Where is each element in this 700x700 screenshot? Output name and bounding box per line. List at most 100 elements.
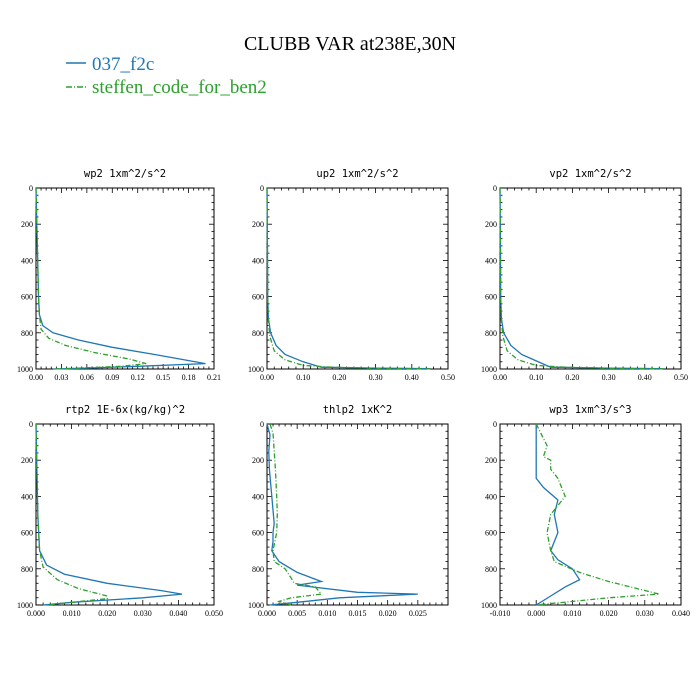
- y-tick-label: 800: [485, 565, 497, 574]
- y-tick-label: 600: [485, 293, 497, 302]
- x-tick-label: 0.30: [602, 373, 616, 382]
- x-tick-label: 0.020: [98, 609, 116, 618]
- y-tick-label: 1000: [17, 601, 33, 610]
- y-tick-label: 800: [485, 329, 497, 338]
- x-tick-label: 0.020: [379, 609, 397, 618]
- y-tick-label: 600: [485, 529, 497, 538]
- y-tick-label: 800: [252, 329, 264, 338]
- y-tick-label: 1000: [17, 365, 33, 374]
- legend: 037_f2c steffen_code_for_ben2: [66, 54, 267, 98]
- y-tick-label: 400: [252, 492, 264, 501]
- series-line-1: [35, 423, 183, 606]
- series-line-2: [35, 187, 147, 370]
- legend-label-series-2: steffen_code_for_ben2: [92, 77, 267, 98]
- y-tick-label: 1000: [481, 365, 497, 374]
- panel-4: rtp2 1E-6x(kg/kg)^2 0 200 400 600 800 10000.00…: [17, 404, 223, 618]
- panel-title: wp3 1xm^3/s^3: [549, 404, 631, 416]
- series-line-1: [535, 424, 581, 606]
- x-tick-label: 0.10: [296, 373, 310, 382]
- x-tick-label: 0.050: [205, 609, 223, 618]
- figure-title: CLUBB VAR at238E,30N: [244, 33, 456, 55]
- x-tick-label: 0.025: [409, 609, 427, 618]
- x-tick-label: 0.040: [672, 609, 690, 618]
- y-tick-label: 200: [485, 456, 497, 465]
- y-tick-label: 200: [21, 456, 33, 465]
- panel-6: wp3 1xm^3/s^3 0 200 400 600 800 1000-0.010 0.00…: [481, 404, 690, 618]
- x-tick-label: 0.06: [80, 373, 94, 382]
- x-tick-label: 0.010: [318, 609, 336, 618]
- x-tick-label: 0.50: [674, 373, 688, 382]
- x-tick-label: 0.21: [207, 373, 221, 382]
- series-line-1: [499, 187, 663, 370]
- series-line-1: [35, 187, 206, 370]
- series-line-2: [266, 187, 430, 370]
- x-tick-label: 0.30: [369, 373, 383, 382]
- y-tick-label: 600: [21, 293, 33, 302]
- x-tick-label: 0.20: [565, 373, 579, 382]
- x-tick-label: 0.010: [563, 609, 581, 618]
- x-tick-label: 0.03: [54, 373, 68, 382]
- y-tick-label: 400: [485, 492, 497, 501]
- panel-title: wp2 1xm^2/s^2: [84, 168, 166, 180]
- x-tick-label: 0.000: [27, 609, 45, 618]
- series-line-2: [535, 423, 660, 606]
- legend-label-series-1: 037_f2c: [92, 54, 154, 75]
- y-tick-label: 600: [21, 529, 33, 538]
- x-tick-label: 0.12: [131, 373, 145, 382]
- x-tick-label: 0.00: [260, 373, 274, 382]
- x-tick-label: 0.040: [169, 609, 187, 618]
- x-tick-label: 0.20: [332, 373, 346, 382]
- x-tick-label: 0.015: [349, 609, 367, 618]
- x-tick-label: 0.005: [288, 609, 306, 618]
- plot-frame: [499, 187, 682, 370]
- x-tick-label: 0.40: [405, 373, 419, 382]
- y-tick-label: 800: [21, 329, 33, 338]
- y-tick-label: 200: [252, 456, 264, 465]
- y-tick-label: 400: [21, 256, 33, 265]
- panel-title: rtp2 1E-6x(kg/kg)^2: [65, 404, 185, 416]
- series-line-2: [35, 423, 108, 606]
- y-tick-label: 1000: [481, 601, 497, 610]
- y-tick-label: 200: [252, 220, 264, 229]
- x-tick-label: 0.18: [182, 373, 196, 382]
- panel-title: vp2 1xm^2/s^2: [549, 168, 631, 180]
- y-tick-label: 0: [260, 420, 264, 429]
- x-tick-label: 0.020: [600, 609, 618, 618]
- x-tick-label: 0.10: [529, 373, 543, 382]
- y-tick-label: 600: [252, 529, 264, 538]
- y-tick-label: 400: [21, 492, 33, 501]
- y-tick-label: 0: [29, 184, 33, 193]
- series-line-2: [269, 423, 323, 606]
- y-tick-label: 1000: [248, 601, 264, 610]
- plot-frame: [266, 187, 449, 370]
- panel-title: thlp2 1xK^2: [323, 404, 393, 416]
- y-tick-label: 0: [493, 184, 497, 193]
- series-line-1: [266, 187, 430, 370]
- x-tick-label: 0.010: [63, 609, 81, 618]
- x-tick-label: 0.09: [105, 373, 119, 382]
- plot-frame: [499, 423, 682, 606]
- panel-title: up2 1xm^2/s^2: [316, 168, 398, 180]
- y-tick-label: 600: [252, 293, 264, 302]
- y-tick-label: 0: [29, 420, 33, 429]
- x-tick-label: 0.15: [156, 373, 170, 382]
- x-tick-label: 0.40: [638, 373, 652, 382]
- x-tick-label: 0.00: [29, 373, 43, 382]
- y-tick-label: 0: [493, 420, 497, 429]
- x-tick-label: 0.030: [134, 609, 152, 618]
- x-tick-label: -0.010: [490, 609, 511, 618]
- y-tick-label: 200: [21, 220, 33, 229]
- y-tick-label: 400: [485, 256, 497, 265]
- series-line-2: [499, 187, 663, 370]
- y-tick-label: 0: [260, 184, 264, 193]
- x-tick-label: 0.030: [636, 609, 654, 618]
- x-tick-label: 0.00: [493, 373, 507, 382]
- y-tick-label: 800: [252, 565, 264, 574]
- y-tick-label: 200: [485, 220, 497, 229]
